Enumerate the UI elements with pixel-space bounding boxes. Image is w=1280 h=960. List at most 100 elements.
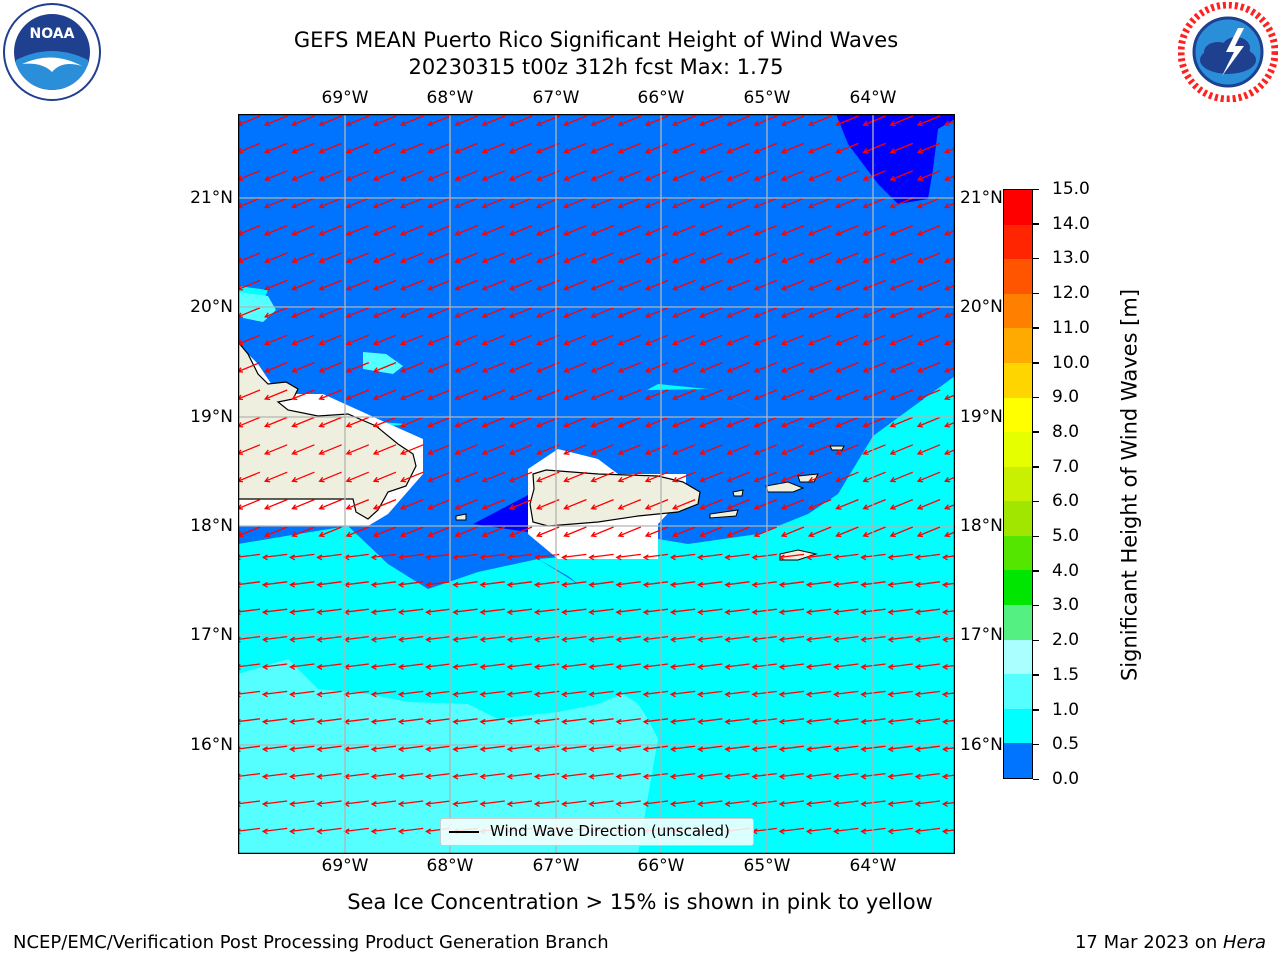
- wind-wave-arrow: [588, 690, 614, 698]
- wind-wave-arrow: [291, 170, 315, 181]
- wind-wave-arrow: [454, 224, 478, 236]
- wind-wave-arrow: [238, 389, 261, 401]
- wind-wave-arrow: [644, 361, 669, 373]
- wind-wave-arrow: [780, 389, 805, 401]
- wind-wave-arrow: [263, 142, 288, 154]
- colorbar-tick-label: 5.0: [1052, 526, 1080, 547]
- wind-wave-arrow: [805, 663, 832, 670]
- wind-wave-arrow: [508, 498, 533, 510]
- wind-wave-arrow: [699, 279, 723, 291]
- wind-wave-arrow: [615, 553, 641, 561]
- wind-wave-arrow: [943, 449, 955, 455]
- wind-wave-arrow: [238, 307, 261, 318]
- wind-wave-arrow: [916, 224, 941, 236]
- wind-wave-arrow: [671, 224, 696, 236]
- wind-wave-arrow: [506, 608, 533, 616]
- wind-wave-arrow: [644, 115, 669, 127]
- wind-wave-arrow: [563, 224, 587, 236]
- wind-wave-arrow: [318, 197, 342, 209]
- wind-wave-arrow: [345, 279, 370, 291]
- wind-wave-arrow: [726, 416, 750, 428]
- wind-wave-arrow: [590, 334, 614, 346]
- wind-wave-arrow: [914, 745, 941, 753]
- wind-wave-arrow: [372, 444, 397, 455]
- legend-line-icon: [449, 831, 479, 833]
- wind-wave-arrow: [427, 307, 451, 318]
- wind-wave-arrow: [807, 361, 832, 373]
- lat-label-right-17n: 17°N: [960, 625, 1003, 645]
- wind-wave-arrow: [778, 745, 805, 753]
- wind-wave-arrow: [479, 553, 505, 561]
- wind-wave-arrow: [397, 553, 424, 561]
- wind-wave-arrow: [399, 334, 424, 346]
- wind-wave-arrow: [316, 718, 342, 725]
- wind-wave-arrow: [943, 531, 955, 538]
- wind-wave-arrow: [590, 170, 614, 181]
- wind-wave-arrow: [316, 827, 342, 835]
- wind-wave-arrow: [345, 416, 370, 428]
- wind-wave-arrow: [563, 252, 587, 264]
- wind-wave-arrow: [261, 827, 288, 835]
- wind-wave-arrow: [590, 142, 614, 154]
- wind-wave-arrow: [642, 718, 669, 725]
- wind-wave-arrow: [563, 471, 587, 483]
- wind-wave-arrow: [833, 553, 859, 561]
- wind-wave-arrow: [563, 142, 587, 154]
- wind-wave-arrow: [751, 718, 777, 725]
- wind-wave-arrow: [671, 197, 696, 209]
- wind-wave-arrow: [533, 581, 560, 588]
- wind-wave-arrow: [316, 745, 342, 753]
- wind-wave-arrow: [316, 608, 342, 616]
- wind-wave-arrow: [370, 772, 397, 780]
- wind-wave-arrow: [454, 115, 478, 127]
- wind-wave-arrow: [370, 718, 397, 725]
- wind-wave-arrow: [862, 142, 886, 154]
- wind-wave-arrow: [533, 635, 560, 643]
- lon-label-bottom-68w: 68°W: [426, 856, 474, 876]
- land-puerto-rico: [529, 469, 701, 527]
- wind-wave-arrow: [452, 718, 478, 725]
- wind-wave-arrow: [726, 142, 750, 154]
- wind-wave-arrow: [669, 745, 696, 753]
- colorbar-tick-label: 4.0: [1052, 560, 1080, 581]
- wind-wave-arrow: [807, 389, 832, 401]
- wind-wave-arrow: [399, 170, 424, 181]
- wind-wave-arrow: [318, 115, 342, 127]
- wind-wave-arrow: [425, 772, 451, 780]
- noaa-logo: NOAA: [2, 2, 102, 102]
- wind-wave-arrow: [263, 252, 288, 264]
- wind-wave-arrow: [425, 553, 451, 561]
- wind-wave-arrow: [454, 170, 478, 181]
- wind-wave-arrow: [316, 800, 342, 807]
- wind-wave-arrow: [780, 307, 805, 318]
- wind-wave-arrow: [481, 224, 506, 236]
- wind-wave-arrow: [479, 608, 505, 616]
- wind-wave-arrow: [615, 608, 641, 616]
- wind-wave-arrow: [697, 690, 723, 698]
- wind-wave-arrow: [508, 224, 533, 236]
- wind-wave-arrow: [425, 635, 451, 643]
- wind-wave-arrow: [454, 279, 478, 291]
- wind-wave-arrow: [833, 718, 859, 725]
- colorbar-segment: [1004, 674, 1032, 709]
- wind-wave-arrow: [644, 307, 669, 318]
- legend-label: Wind Wave Direction (unscaled): [490, 822, 730, 840]
- wind-wave-arrow: [778, 608, 805, 616]
- wind-wave-arrow: [506, 553, 533, 561]
- wind-wave-arrow: [238, 197, 261, 209]
- lon-label-top-68w: 68°W: [426, 88, 474, 108]
- wind-wave-arrow: [481, 361, 506, 373]
- wind-wave-arrow: [941, 801, 955, 807]
- wind-wave-arrow: [889, 115, 914, 127]
- wind-wave-arrow: [372, 279, 397, 291]
- wind-wave-arrow: [427, 361, 451, 373]
- wind-wave-arrow: [318, 279, 342, 291]
- wind-wave-arrow: [481, 279, 506, 291]
- wind-wave-arrow: [617, 526, 642, 538]
- wind-wave-arrow: [914, 581, 941, 588]
- wind-wave-arrow: [261, 553, 288, 561]
- wind-wave-arrow: [724, 553, 750, 561]
- lat-label-right-18n: 18°N: [960, 516, 1003, 536]
- wind-wave-arrow: [726, 389, 750, 401]
- wind-wave-arrow: [644, 170, 669, 181]
